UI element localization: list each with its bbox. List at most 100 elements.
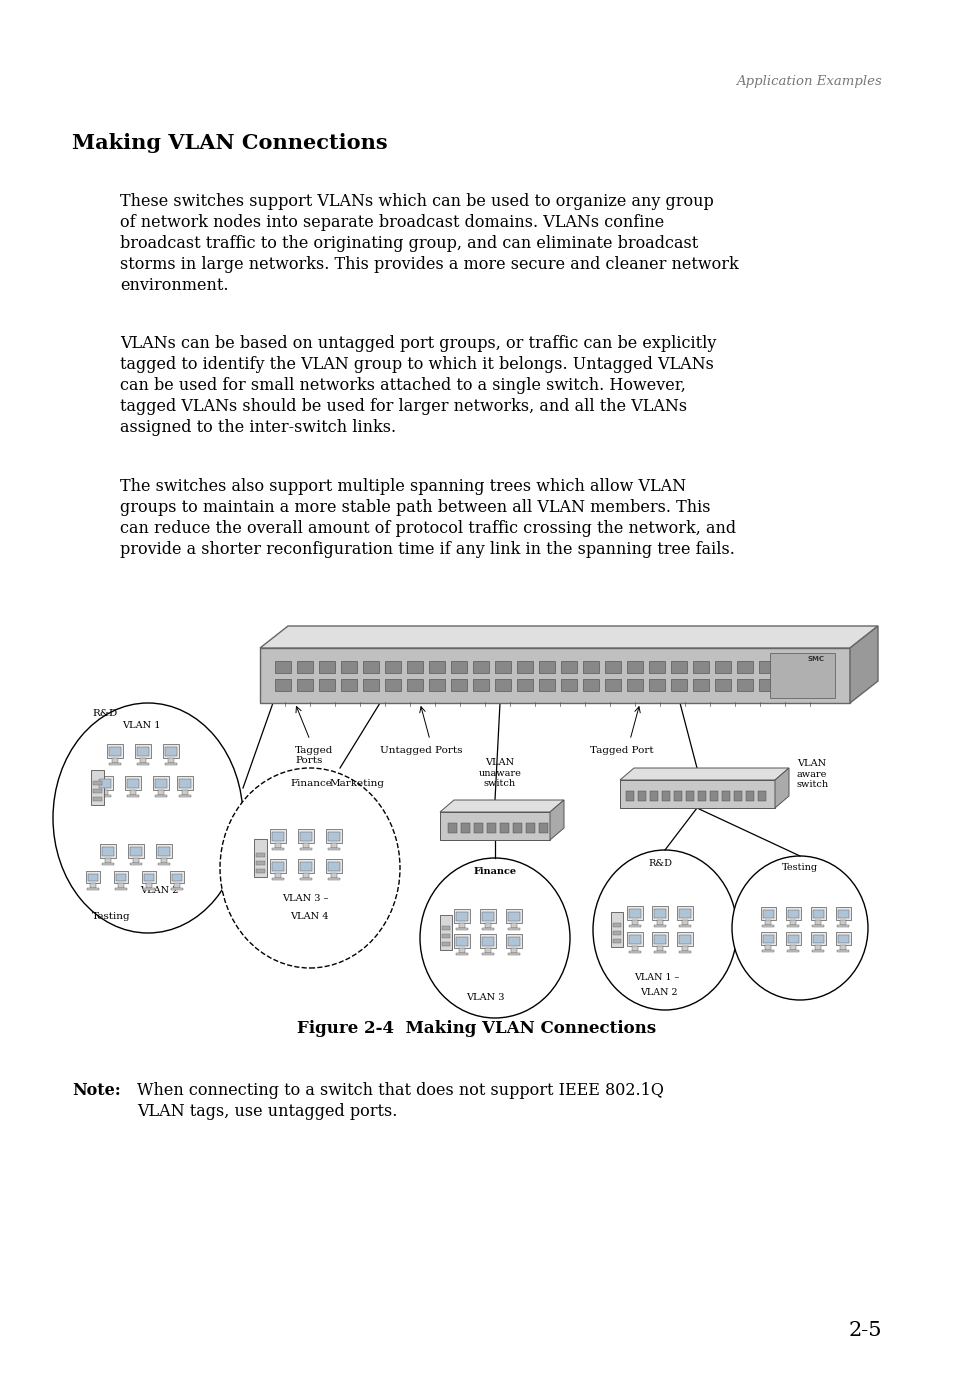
FancyBboxPatch shape — [628, 951, 640, 954]
FancyBboxPatch shape — [760, 931, 775, 945]
Text: Tagged Port: Tagged Port — [589, 745, 653, 755]
FancyBboxPatch shape — [102, 863, 113, 865]
FancyBboxPatch shape — [840, 945, 845, 949]
FancyBboxPatch shape — [130, 790, 136, 795]
FancyBboxPatch shape — [144, 874, 153, 881]
FancyBboxPatch shape — [458, 948, 464, 954]
FancyBboxPatch shape — [363, 661, 378, 673]
FancyBboxPatch shape — [657, 920, 662, 924]
Polygon shape — [260, 626, 877, 648]
Text: Untagged Ports: Untagged Ports — [379, 745, 462, 755]
FancyBboxPatch shape — [836, 924, 848, 927]
FancyBboxPatch shape — [385, 661, 400, 673]
FancyBboxPatch shape — [439, 812, 550, 840]
FancyBboxPatch shape — [481, 929, 494, 930]
FancyBboxPatch shape — [253, 838, 267, 877]
FancyBboxPatch shape — [714, 679, 730, 691]
Text: storms in large networks. This provides a more secure and cleaner network: storms in large networks. This provides … — [120, 255, 738, 273]
FancyBboxPatch shape — [429, 679, 444, 691]
FancyBboxPatch shape — [456, 954, 468, 955]
Text: VLAN 1 –: VLAN 1 – — [634, 973, 679, 981]
FancyBboxPatch shape — [165, 763, 177, 765]
FancyBboxPatch shape — [814, 945, 821, 949]
FancyBboxPatch shape — [173, 883, 180, 888]
FancyBboxPatch shape — [331, 843, 336, 848]
FancyBboxPatch shape — [454, 934, 470, 948]
FancyBboxPatch shape — [165, 747, 177, 756]
FancyBboxPatch shape — [115, 888, 127, 890]
FancyBboxPatch shape — [648, 661, 664, 673]
FancyBboxPatch shape — [88, 874, 98, 881]
FancyBboxPatch shape — [303, 843, 309, 848]
Text: VLAN 4: VLAN 4 — [290, 912, 328, 922]
Text: SMC: SMC — [807, 657, 824, 662]
FancyBboxPatch shape — [172, 874, 182, 881]
FancyBboxPatch shape — [758, 791, 765, 801]
FancyBboxPatch shape — [679, 924, 690, 927]
FancyBboxPatch shape — [486, 823, 496, 833]
Text: R&D: R&D — [91, 709, 117, 718]
Text: can reduce the overall amount of protocol traffic crossing the network, and: can reduce the overall amount of protoco… — [120, 520, 736, 537]
FancyBboxPatch shape — [456, 937, 468, 947]
FancyBboxPatch shape — [495, 661, 511, 673]
FancyBboxPatch shape — [787, 911, 799, 917]
Text: VLAN 3: VLAN 3 — [465, 992, 504, 1002]
FancyBboxPatch shape — [737, 679, 752, 691]
FancyBboxPatch shape — [835, 931, 850, 945]
FancyBboxPatch shape — [538, 679, 555, 691]
FancyBboxPatch shape — [100, 844, 116, 858]
FancyBboxPatch shape — [158, 863, 170, 865]
FancyBboxPatch shape — [130, 863, 142, 865]
FancyBboxPatch shape — [331, 873, 336, 879]
Text: broadcast traffic to the originating group, and can eliminate broadcast: broadcast traffic to the originating gro… — [120, 235, 698, 253]
FancyBboxPatch shape — [260, 648, 849, 702]
FancyBboxPatch shape — [786, 949, 799, 952]
FancyBboxPatch shape — [681, 920, 687, 924]
Text: VLAN
unaware
switch: VLAN unaware switch — [478, 758, 521, 788]
FancyBboxPatch shape — [441, 942, 450, 947]
Text: tagged to identify the VLAN group to which it belongs. Untagged VLANs: tagged to identify the VLAN group to whi… — [120, 355, 713, 373]
Ellipse shape — [593, 849, 737, 1010]
FancyBboxPatch shape — [118, 883, 124, 888]
FancyBboxPatch shape — [631, 947, 638, 951]
FancyBboxPatch shape — [154, 795, 167, 797]
FancyBboxPatch shape — [481, 937, 494, 947]
FancyBboxPatch shape — [318, 679, 335, 691]
FancyBboxPatch shape — [179, 779, 191, 788]
FancyBboxPatch shape — [179, 795, 191, 797]
FancyBboxPatch shape — [648, 679, 664, 691]
FancyBboxPatch shape — [363, 679, 378, 691]
Ellipse shape — [220, 768, 399, 967]
FancyBboxPatch shape — [745, 791, 753, 801]
FancyBboxPatch shape — [789, 945, 795, 949]
FancyBboxPatch shape — [626, 679, 642, 691]
FancyBboxPatch shape — [156, 844, 172, 858]
FancyBboxPatch shape — [762, 936, 773, 942]
Text: VLAN 3 –: VLAN 3 – — [282, 894, 328, 904]
FancyBboxPatch shape — [128, 844, 144, 858]
FancyBboxPatch shape — [177, 776, 193, 790]
Polygon shape — [619, 768, 788, 780]
FancyBboxPatch shape — [299, 862, 312, 872]
Text: tagged VLANs should be used for larger networks, and all the VLANs: tagged VLANs should be used for larger n… — [120, 398, 686, 415]
FancyBboxPatch shape — [631, 920, 638, 924]
FancyBboxPatch shape — [789, 920, 795, 924]
FancyBboxPatch shape — [692, 661, 708, 673]
FancyBboxPatch shape — [517, 679, 533, 691]
Polygon shape — [439, 799, 563, 812]
FancyBboxPatch shape — [328, 862, 339, 872]
FancyBboxPatch shape — [677, 906, 692, 920]
FancyBboxPatch shape — [161, 858, 167, 863]
FancyBboxPatch shape — [495, 679, 511, 691]
FancyBboxPatch shape — [810, 931, 825, 945]
FancyBboxPatch shape — [272, 879, 284, 880]
FancyBboxPatch shape — [448, 823, 456, 833]
FancyBboxPatch shape — [116, 874, 126, 881]
FancyBboxPatch shape — [709, 791, 718, 801]
FancyBboxPatch shape — [458, 923, 464, 929]
FancyBboxPatch shape — [811, 949, 823, 952]
Text: When connecting to a switch that does not support IEEE 802.1Q: When connecting to a switch that does no… — [137, 1083, 663, 1099]
FancyBboxPatch shape — [582, 661, 598, 673]
FancyBboxPatch shape — [255, 869, 265, 873]
FancyBboxPatch shape — [761, 949, 773, 952]
